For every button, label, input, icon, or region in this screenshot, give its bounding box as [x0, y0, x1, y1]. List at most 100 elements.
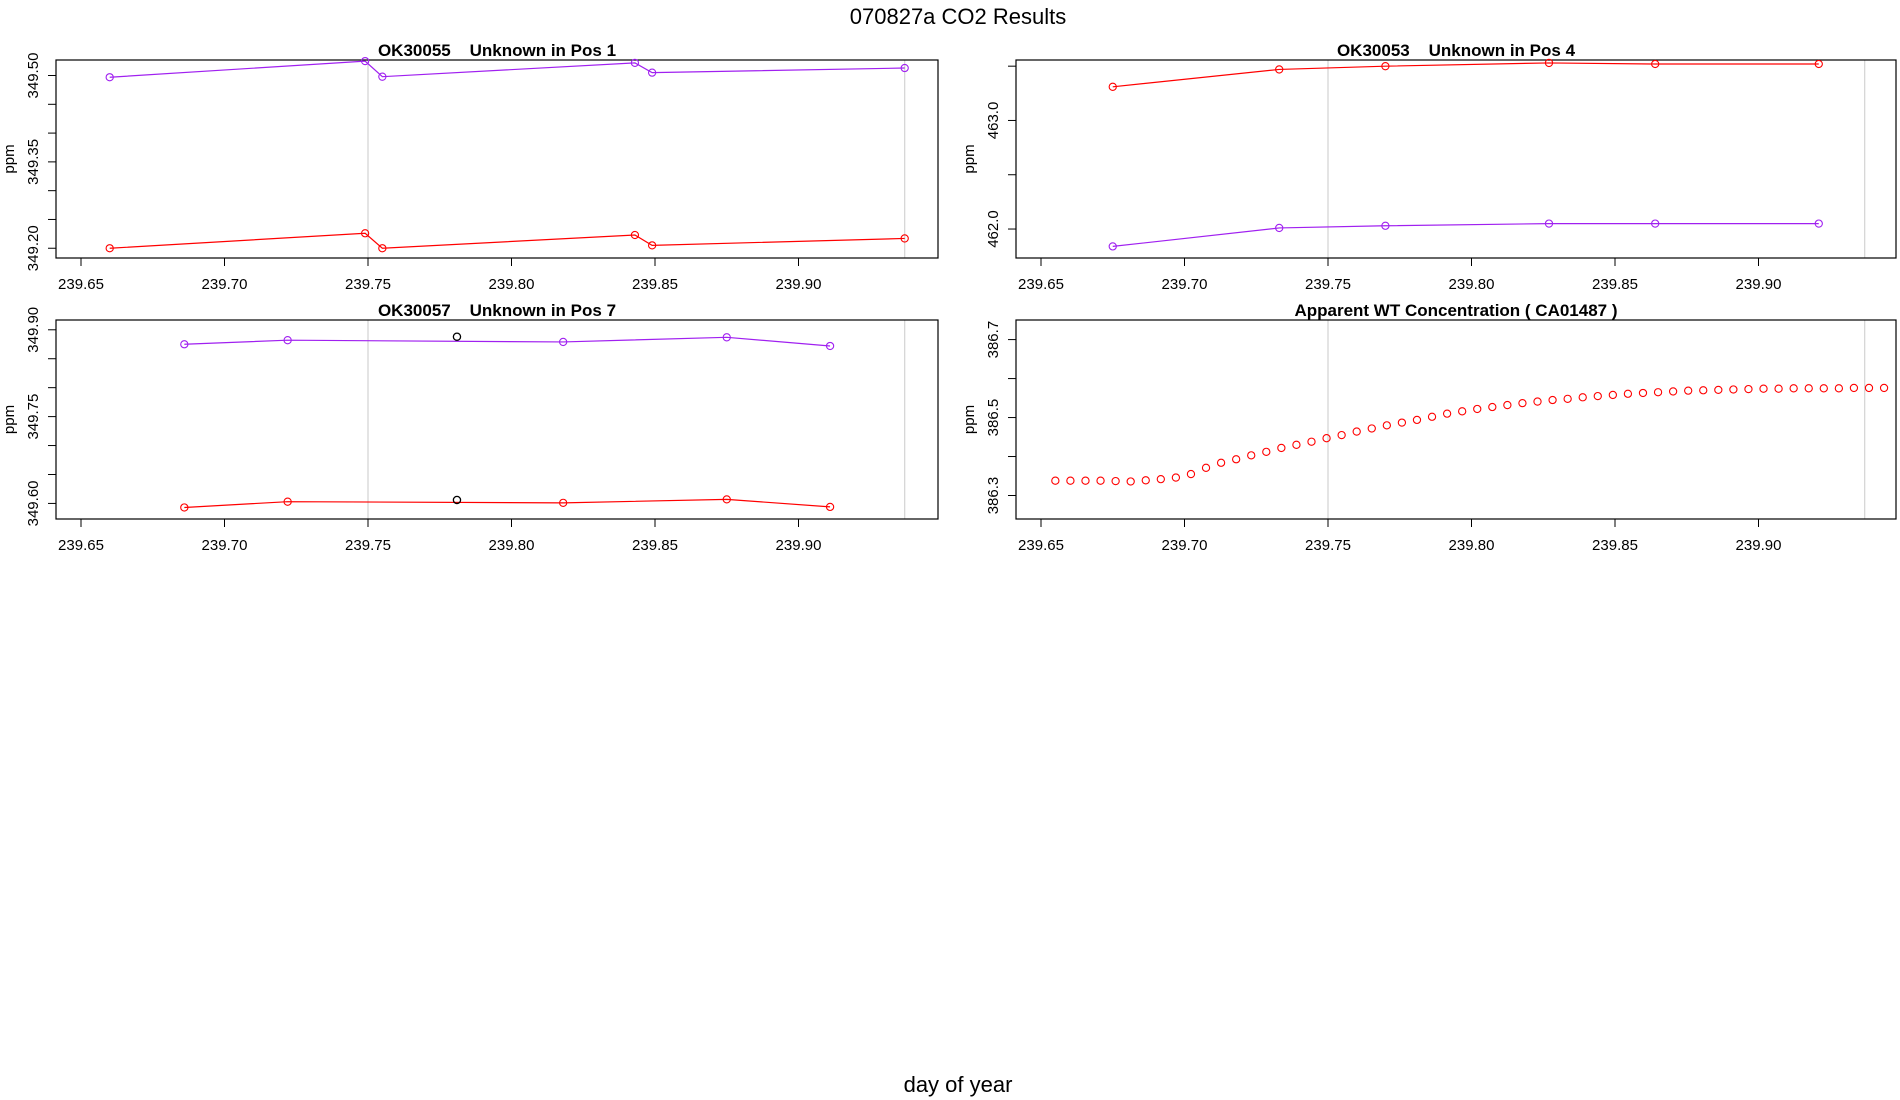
data-point-red: [1804, 384, 1813, 393]
y-axis-label: ppm: [1, 144, 18, 173]
x-tick-label: 239.85: [632, 276, 678, 293]
data-point-red: [1759, 384, 1768, 393]
data-point-red: [1216, 458, 1226, 467]
data-point-red: [180, 503, 189, 512]
data-point-red: [1544, 58, 1554, 68]
data-point-red: [1247, 451, 1256, 460]
data-point-purple: [283, 336, 292, 345]
y-tick-label: 349.60: [25, 480, 42, 526]
x-tick-label: 239.75: [345, 276, 391, 293]
data-point-red: [1096, 476, 1105, 485]
data-point-red: [1578, 393, 1587, 402]
data-point-red: [1458, 407, 1467, 416]
data-point-red: [1814, 59, 1823, 69]
data-point-red: [1503, 400, 1512, 410]
data-point-red: [1262, 447, 1271, 457]
x-tick-label: 239.80: [1449, 537, 1495, 554]
data-point-red: [1623, 389, 1633, 398]
data-point-purple: [559, 337, 568, 347]
data-point-red: [1563, 394, 1572, 403]
x-tick-label: 239.90: [776, 537, 822, 554]
data-point-red: [1412, 415, 1422, 425]
x-tick-label: 239.85: [632, 537, 678, 554]
data-point-red: [1714, 385, 1723, 395]
data-point-purple: [1814, 219, 1823, 228]
data-point-red: [1548, 395, 1557, 405]
data-point-red: [900, 234, 909, 243]
series-line-red: [184, 498, 831, 509]
x-tick-label: 239.90: [776, 276, 822, 293]
x-tick-label: 239.65: [1018, 276, 1064, 293]
x-tick-label: 239.85: [1592, 537, 1638, 554]
panel-4: Apparent WT Concentration ( CA01487 ) ppm…: [961, 301, 1897, 554]
data-point-red: [1322, 434, 1331, 443]
x-tick-label: 239.70: [202, 537, 248, 554]
data-point-black: [452, 332, 462, 341]
data-point-red: [1382, 421, 1391, 430]
plot-frame: [55, 319, 939, 520]
y-axis-label: ppm: [961, 144, 978, 173]
data-point-red: [378, 244, 387, 253]
data-point-red: [1126, 477, 1135, 486]
y-tick-label: 349.35: [25, 139, 42, 185]
x-tick-label: 239.70: [1162, 537, 1208, 554]
x-tick-label: 239.65: [58, 276, 104, 293]
y-tick-label: 349.90: [25, 307, 42, 353]
data-point-red: [1381, 62, 1390, 71]
x-tick-label: 239.90: [1736, 276, 1782, 293]
panel-title: OK30053 Unknown in Pos 4: [1337, 41, 1576, 60]
data-point-purple: [1651, 219, 1660, 228]
data-point-red: [1684, 386, 1693, 395]
y-axis-label: ppm: [1, 405, 18, 434]
y-tick-label: 386.5: [985, 399, 1002, 437]
x-tick-label: 239.65: [58, 537, 104, 554]
data-point-purple: [647, 68, 657, 77]
x-tick-label: 239.75: [1305, 537, 1351, 554]
series-line-red: [1112, 62, 1819, 88]
data-point-red: [1473, 404, 1482, 414]
data-point-red: [1275, 65, 1284, 74]
series-line-purple: [109, 60, 905, 78]
data-point-red: [1277, 443, 1286, 453]
data-point-black: [452, 495, 462, 505]
data-point-red: [1186, 469, 1196, 479]
data-point-red: [1442, 409, 1452, 418]
data-point-red: [1367, 424, 1376, 433]
x-tick-label: 239.80: [489, 537, 535, 554]
plot-frame: [55, 59, 939, 259]
data-point-purple: [1108, 242, 1117, 251]
panel-1: OK30055 Unknown in Pos 1 ppm 239.65 239.70 2…: [1, 41, 939, 293]
data-point-red: [1518, 398, 1527, 408]
x-tick-label: 239.65: [1018, 537, 1064, 554]
data-point-red: [1232, 455, 1241, 464]
panel-2: OK30053 Unknown in Pos 4 ppm 239.65 239.70 2…: [961, 41, 1897, 293]
data-point-purple: [630, 58, 640, 67]
data-point-purple: [900, 63, 909, 73]
data-point-red: [1171, 473, 1181, 482]
data-point-red: [1789, 384, 1798, 393]
data-point-red: [647, 241, 657, 250]
data-point-red: [1864, 383, 1874, 393]
data-point-purple: [378, 72, 387, 81]
data-point-red: [1051, 476, 1060, 485]
y-tick-label: 462.0: [985, 210, 1002, 248]
data-point-red: [1653, 388, 1663, 397]
data-point-red: [1081, 476, 1090, 485]
data-point-red: [1729, 385, 1738, 394]
data-point-red: [1699, 386, 1708, 395]
data-point-red: [1533, 397, 1542, 406]
data-point-purple: [1381, 221, 1390, 230]
series-line-red: [109, 232, 905, 249]
data-point-red: [1066, 476, 1075, 485]
y-tick-label: 463.0: [985, 102, 1002, 140]
data-point-red: [1427, 412, 1437, 421]
data-point-red: [722, 495, 731, 504]
data-point-red: [559, 498, 568, 507]
y-tick-label: 349.20: [25, 225, 42, 271]
y-tick-label: 349.75: [25, 394, 42, 440]
panel-3: OK30057 Unknown in Pos 7 ppm 239.65 239.70 2…: [1, 301, 939, 554]
x-tick-label: 239.75: [1305, 276, 1351, 293]
y-tick-label: 386.3: [985, 477, 1002, 515]
plot-frame: [1015, 319, 1897, 520]
data-point-red: [1397, 418, 1407, 427]
